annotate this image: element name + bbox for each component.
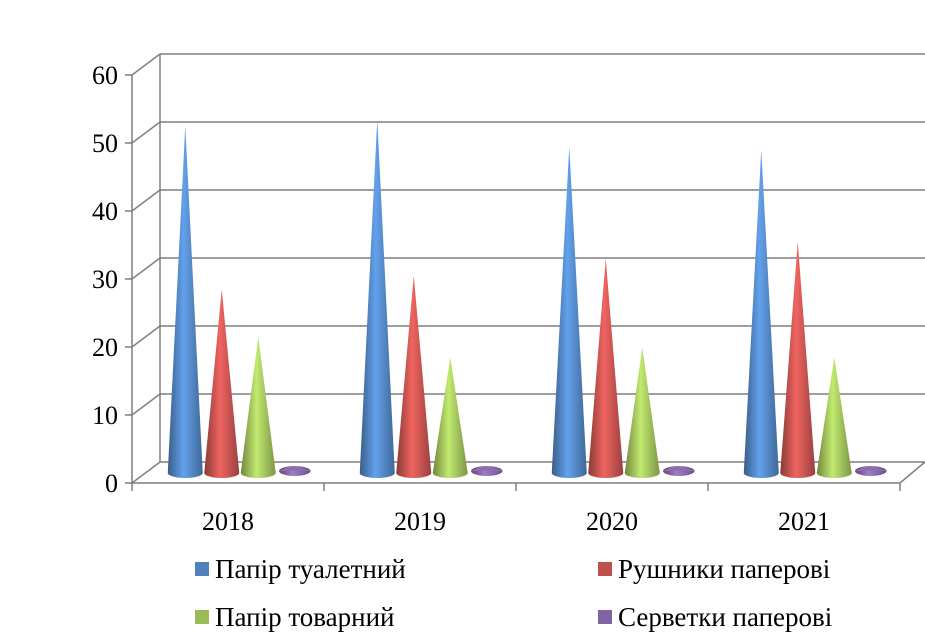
cone-2020-1 xyxy=(588,258,624,478)
legend-label: Рушники паперові xyxy=(618,554,830,584)
cone-2018-1 xyxy=(204,289,240,478)
cone-mark xyxy=(624,347,660,478)
cone-mark xyxy=(551,146,587,478)
cone-2018-0 xyxy=(167,126,203,478)
gridline-diagonal xyxy=(131,189,161,212)
x-tick-label: 2021 xyxy=(778,507,830,536)
chart-floor xyxy=(129,461,925,484)
gridline-diagonal xyxy=(131,121,161,144)
y-tick-label: 30 xyxy=(92,265,118,294)
legend-label: Папір товарний xyxy=(215,602,395,632)
y-tick-label: 20 xyxy=(92,333,118,362)
cone-mark xyxy=(204,289,240,478)
y-axis: 0 10 20 30 40 50 60 xyxy=(92,61,132,498)
legend-label: Серветки паперові xyxy=(618,602,832,632)
legend-label: Папір туалетний xyxy=(215,554,406,584)
legend-swatch xyxy=(598,610,612,624)
cone-cap xyxy=(855,466,887,471)
y-tick-label: 60 xyxy=(92,61,118,90)
cone-mark xyxy=(816,357,852,478)
legend-swatch xyxy=(598,562,612,576)
gridline-diagonal xyxy=(131,257,161,280)
y-tick-label: 0 xyxy=(105,469,118,498)
legend-swatch xyxy=(195,562,209,576)
gridline-diagonal xyxy=(131,393,161,416)
x-tick-label: 2020 xyxy=(586,507,638,536)
y-tick-label: 10 xyxy=(92,401,118,430)
cone-2020-0 xyxy=(551,146,587,478)
cone-2021-0 xyxy=(743,150,779,478)
x-tick-label: 2019 xyxy=(394,507,446,536)
cone-2019-3 xyxy=(471,466,503,476)
cone-2019-2 xyxy=(432,357,468,478)
cone-cap xyxy=(279,466,311,471)
legend-item: Папір товарний xyxy=(195,602,395,632)
legend-swatch xyxy=(195,610,209,624)
cone-2020-3 xyxy=(663,466,695,476)
cone-mark xyxy=(240,337,276,478)
cone-2021-2 xyxy=(816,357,852,478)
legend: Папір туалетний Рушники паперові Папір тов… xyxy=(195,554,832,632)
cone-2018-2 xyxy=(240,337,276,478)
legend-item: Серветки паперові xyxy=(598,602,832,632)
cone-mark xyxy=(743,150,779,478)
cone-mark xyxy=(432,357,468,478)
cone-cap xyxy=(663,466,695,471)
cone-2019-0 xyxy=(359,119,395,479)
cone-mark xyxy=(780,241,816,478)
cone-mark xyxy=(588,258,624,478)
cone-2021-1 xyxy=(780,241,816,478)
cone-cap xyxy=(471,466,503,471)
cone-mark xyxy=(396,275,432,478)
cone-2021-3 xyxy=(855,466,887,476)
y-tick-label: 40 xyxy=(92,197,118,226)
cone-2019-1 xyxy=(396,275,432,478)
x-tick-label: 2018 xyxy=(202,507,254,536)
x-axis: 2018 2019 2020 2021 xyxy=(131,483,901,536)
y-tick-label: 50 xyxy=(92,129,118,158)
data-marks xyxy=(167,119,887,479)
cone-2018-3 xyxy=(279,466,311,476)
gridline-diagonal xyxy=(131,325,161,348)
cone-mark xyxy=(167,126,203,478)
cone-2020-2 xyxy=(624,347,660,478)
cone-mark xyxy=(359,119,395,479)
gridline-diagonal xyxy=(131,53,161,76)
legend-item: Рушники паперові xyxy=(598,554,830,584)
legend-item: Папір туалетний xyxy=(195,554,406,584)
